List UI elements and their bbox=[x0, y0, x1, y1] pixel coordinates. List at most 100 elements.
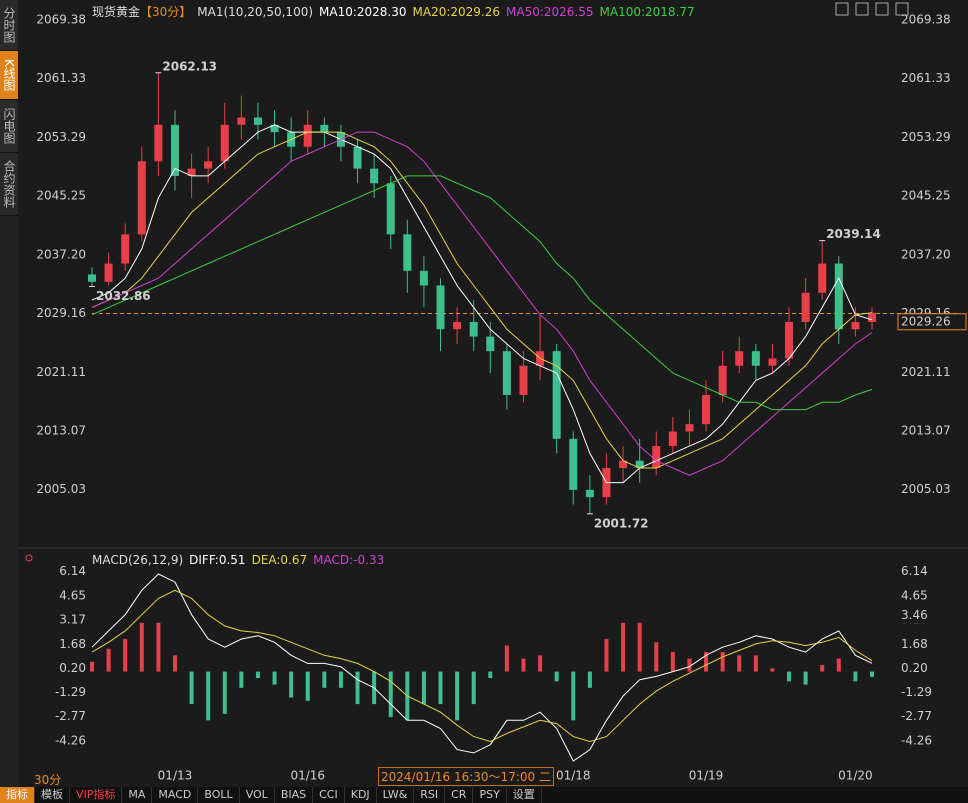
macd-bar bbox=[206, 672, 210, 721]
y-tick-label-left: 0.20 bbox=[59, 661, 86, 675]
macd-bar bbox=[389, 672, 393, 718]
macd-bar bbox=[621, 623, 625, 672]
macd-bar bbox=[239, 672, 243, 688]
macd-settings[interactable] bbox=[26, 555, 32, 561]
macd-bar bbox=[687, 659, 691, 672]
candle-body bbox=[470, 322, 478, 337]
candle-body bbox=[138, 161, 146, 234]
candle-body bbox=[685, 424, 693, 431]
y-tick-label-right: -4.26 bbox=[901, 733, 932, 747]
ma-legend: MA100:2018.77 bbox=[600, 5, 695, 19]
y-tick-label-right: 0.20 bbox=[901, 661, 928, 675]
macd-bar bbox=[588, 672, 592, 688]
ma-line bbox=[92, 132, 872, 475]
ma-legend: MA10:2028.30 bbox=[319, 5, 407, 19]
y-tick-label-left: 2005.03 bbox=[36, 482, 86, 496]
bottom-tab[interactable]: CR bbox=[445, 787, 473, 803]
y-tick-label-right: 2037.20 bbox=[901, 247, 951, 261]
macd-bar bbox=[488, 672, 492, 679]
macd-legend: MACD:-0.33 bbox=[313, 553, 384, 567]
candle-body bbox=[304, 125, 312, 147]
macd-bar bbox=[306, 672, 310, 701]
candle-body bbox=[669, 431, 677, 446]
candle-body bbox=[768, 358, 776, 365]
ma-legend: MA50:2026.55 bbox=[506, 5, 594, 19]
candle-body bbox=[702, 395, 710, 424]
y-tick-label-right: 2045.25 bbox=[901, 189, 951, 203]
candle-body bbox=[204, 161, 212, 168]
bottom-tab[interactable]: RSI bbox=[414, 787, 445, 803]
y-tick-label-left: 4.65 bbox=[59, 588, 86, 602]
candle-body bbox=[387, 183, 395, 234]
macd-bar bbox=[737, 655, 741, 671]
macd-bar bbox=[804, 672, 808, 685]
candle-body bbox=[652, 446, 660, 468]
candle-body bbox=[237, 118, 245, 125]
y-tick-label-right: 2005.03 bbox=[901, 482, 951, 496]
candle-body bbox=[105, 264, 113, 282]
period-label: 30分 bbox=[34, 771, 61, 788]
macd-bar bbox=[787, 672, 791, 682]
macd-bar bbox=[173, 655, 177, 671]
candle-body bbox=[785, 322, 793, 359]
candle-body bbox=[154, 125, 162, 162]
crosshair-time: 2024/01/16 16:30～17:00 二 bbox=[378, 767, 554, 786]
annotation-label: 2039.14 bbox=[826, 227, 881, 241]
candle-body bbox=[503, 351, 511, 395]
price-header: 现货黄金【30分】MA1(10,20,50,100)MA10:2028.30MA… bbox=[92, 3, 707, 20]
bottom-tab[interactable]: 模板 bbox=[35, 787, 70, 803]
candle-body bbox=[719, 366, 727, 395]
candle-body bbox=[519, 366, 527, 395]
macd-bar bbox=[521, 659, 525, 672]
candle-body bbox=[221, 125, 229, 162]
y-tick-label-right: 2021.11 bbox=[901, 365, 951, 379]
macd-bar bbox=[721, 652, 725, 672]
bottom-tab[interactable]: 设置 bbox=[507, 787, 542, 803]
macd-bar bbox=[555, 672, 559, 682]
y-tick-label-left: -1.29 bbox=[55, 685, 86, 699]
y-tick-label-left: 2029.16 bbox=[36, 306, 86, 320]
toolbar-icons[interactable] bbox=[836, 3, 908, 15]
y-tick-label-left: 3.17 bbox=[59, 613, 86, 627]
y-tick-label-right: 2053.29 bbox=[901, 130, 951, 144]
candle-body bbox=[320, 125, 328, 132]
macd-bar bbox=[571, 672, 575, 721]
ma-line bbox=[92, 132, 872, 468]
macd-bar bbox=[322, 672, 326, 688]
macd-bar bbox=[654, 642, 658, 671]
bottom-tab[interactable]: VOL bbox=[240, 787, 275, 803]
candle-body bbox=[486, 337, 494, 352]
candle-body bbox=[420, 271, 428, 286]
macd-bar bbox=[356, 672, 360, 705]
macd-header: MACD(26,12,9)DIFF:0.51DEA:0.67MACD:-0.33 bbox=[92, 553, 396, 567]
candle-body bbox=[835, 264, 843, 330]
y-tick-label-right: 4.65 bbox=[901, 588, 928, 602]
ma-line bbox=[92, 176, 872, 410]
bottom-tab[interactable]: MA bbox=[122, 787, 152, 803]
candle-body bbox=[868, 313, 876, 322]
bottom-tab[interactable]: KDJ bbox=[345, 787, 377, 803]
y-tick-label-left: 2037.20 bbox=[36, 247, 86, 261]
macd-bar bbox=[538, 655, 542, 671]
candle-body bbox=[453, 322, 461, 329]
y-tick-label-left: 2013.07 bbox=[36, 423, 86, 437]
bottom-tab[interactable]: BOLL bbox=[198, 787, 239, 803]
bottom-tab[interactable]: 指标 bbox=[0, 787, 35, 803]
bottom-tab[interactable]: LW& bbox=[377, 787, 415, 803]
bottom-tab[interactable]: CCI bbox=[313, 787, 345, 803]
candle-body bbox=[569, 439, 577, 490]
bottom-tabs: 指标模板VIP指标MAMACDBOLLVOLBIASCCIKDJLW&RSICR… bbox=[0, 787, 968, 803]
macd-legend: DIFF:0.51 bbox=[189, 553, 245, 567]
bottom-tab[interactable]: VIP指标 bbox=[70, 787, 122, 803]
bottom-tab[interactable]: BIAS bbox=[275, 787, 313, 803]
macd-bar bbox=[223, 672, 227, 714]
bottom-tab[interactable]: MACD bbox=[152, 787, 198, 803]
annotation-label: 2062.13 bbox=[162, 59, 217, 73]
macd-bar bbox=[754, 655, 758, 671]
candle-body bbox=[735, 351, 743, 366]
macd-bar bbox=[289, 672, 293, 698]
bottom-tab[interactable]: PSY bbox=[473, 787, 506, 803]
x-tick-label: 01/19 bbox=[689, 769, 724, 783]
macd-bar bbox=[123, 639, 127, 672]
